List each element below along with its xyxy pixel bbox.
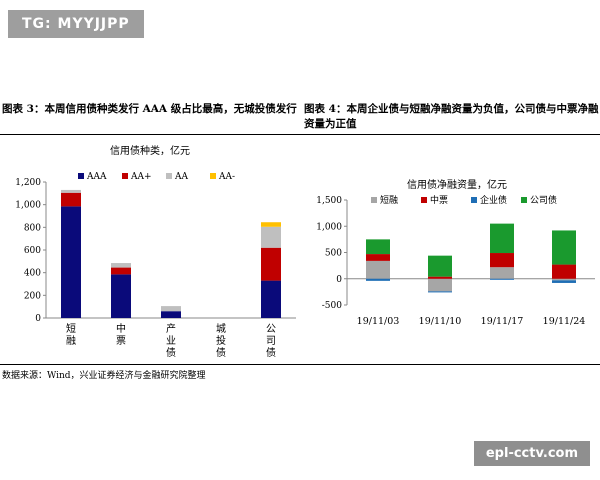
bar-segment (366, 254, 390, 261)
x-tick-label: 中 (116, 322, 126, 335)
bar-segment (552, 278, 576, 281)
bar-segment (261, 280, 281, 318)
bar-segment (428, 278, 452, 292)
bar-segment (552, 230, 576, 265)
bar-segment (490, 253, 514, 268)
bar-segment (261, 222, 281, 227)
bar-segment (161, 306, 181, 312)
legend-label: 企业债 (480, 194, 507, 206)
bar-segment (61, 189, 81, 193)
bar-segment (366, 260, 390, 279)
caption-divider (0, 134, 600, 135)
source-divider (0, 364, 600, 365)
figure-caption-3: 图表 3：本周信用债种类发行 AAA 级占比最高，无城投债发行 (2, 103, 297, 115)
bar-segment (366, 278, 390, 281)
bar-segment (490, 223, 514, 254)
legend-swatch (371, 197, 377, 203)
bar-segment (428, 291, 452, 293)
credit-bond-type-chart: 信用债种类，亿元 AAA AA+ AA AA- 0 200 400 600 800 1,000 1,2… (15, 144, 296, 359)
y-tick-label: -500 (322, 301, 342, 311)
x-tick-label: 业 (166, 335, 176, 347)
bar-segment (111, 263, 131, 268)
legend-label: 中票 (430, 194, 448, 206)
y-tick-label: 0 (35, 314, 41, 324)
legend-label: 短融 (380, 194, 398, 206)
x-tick-label: 城 (216, 323, 226, 335)
x-tick-label: 产 (166, 322, 176, 335)
site-watermark: epl-cctv.com (473, 441, 590, 466)
y-tick-label: 200 (24, 291, 41, 301)
bar-segment (111, 274, 131, 318)
x-tick-label: 票 (116, 335, 126, 347)
bar-segment (490, 278, 514, 280)
legend-swatch (210, 173, 216, 179)
legend-label: AA (174, 172, 188, 182)
y-tick-label: 400 (24, 269, 41, 279)
legend-swatch (166, 173, 172, 179)
x-tick-label: 19/11/10 (419, 316, 462, 327)
bar-segment (490, 267, 514, 279)
bar-segment (428, 255, 452, 277)
bar-segment (261, 247, 281, 281)
bar-segment (552, 264, 576, 279)
chart-title: 信用债净融资量，亿元 (407, 178, 507, 191)
chart-title: 信用债种类，亿元 (110, 144, 190, 157)
y-tick-label: 1,500 (316, 196, 342, 206)
y-tick-label: 1,000 (316, 222, 342, 232)
x-tick-label: 公 (266, 324, 276, 335)
x-tick-label: 司 (266, 336, 276, 347)
x-tick-label: 债 (216, 346, 226, 359)
y-tick-label: 0 (336, 275, 342, 285)
x-tick-label: 短 (66, 322, 76, 335)
data-source: 数据来源：Wind，兴业证券经济与金融研究院整理 (2, 371, 206, 381)
x-tick-label: 19/11/24 (543, 316, 586, 327)
legend-swatch (122, 173, 128, 179)
legend-label: AA- (218, 172, 235, 182)
legend-label: 公司债 (530, 194, 557, 206)
legend-swatch (471, 197, 477, 203)
y-tick-label: 800 (24, 223, 41, 233)
x-tick-label: 融 (66, 335, 76, 347)
bar-segment (161, 311, 181, 318)
watermark-badge: TG: MYYJJPP (8, 10, 144, 38)
x-tick-label: 债 (166, 346, 176, 359)
bar-segment (61, 192, 81, 207)
y-tick-label: 600 (24, 246, 41, 256)
legend-swatch (421, 197, 427, 203)
bar-segment (366, 239, 390, 255)
bar-segment (428, 276, 452, 279)
bar-segment (261, 226, 281, 248)
x-tick-label: 债 (266, 346, 276, 359)
legend-swatch (521, 197, 527, 203)
x-tick-label: 19/11/17 (481, 316, 524, 327)
legend-label: AA+ (130, 172, 152, 182)
figure-caption-4: 图表 4：本周企业债与短融净融资量为负值，公司债与中票净融资量为正值 (304, 103, 599, 130)
bar-segment (61, 206, 81, 318)
y-tick-label: 1,000 (15, 201, 41, 211)
legend-label: AAA (86, 172, 107, 182)
legend-swatch (78, 173, 84, 179)
y-tick-label: 500 (325, 249, 342, 259)
x-tick-label: 投 (216, 334, 226, 347)
bar-segment (111, 267, 131, 275)
x-tick-label: 19/11/03 (357, 316, 400, 327)
y-tick-label: 1,200 (15, 178, 41, 188)
bar-segment (552, 280, 576, 283)
